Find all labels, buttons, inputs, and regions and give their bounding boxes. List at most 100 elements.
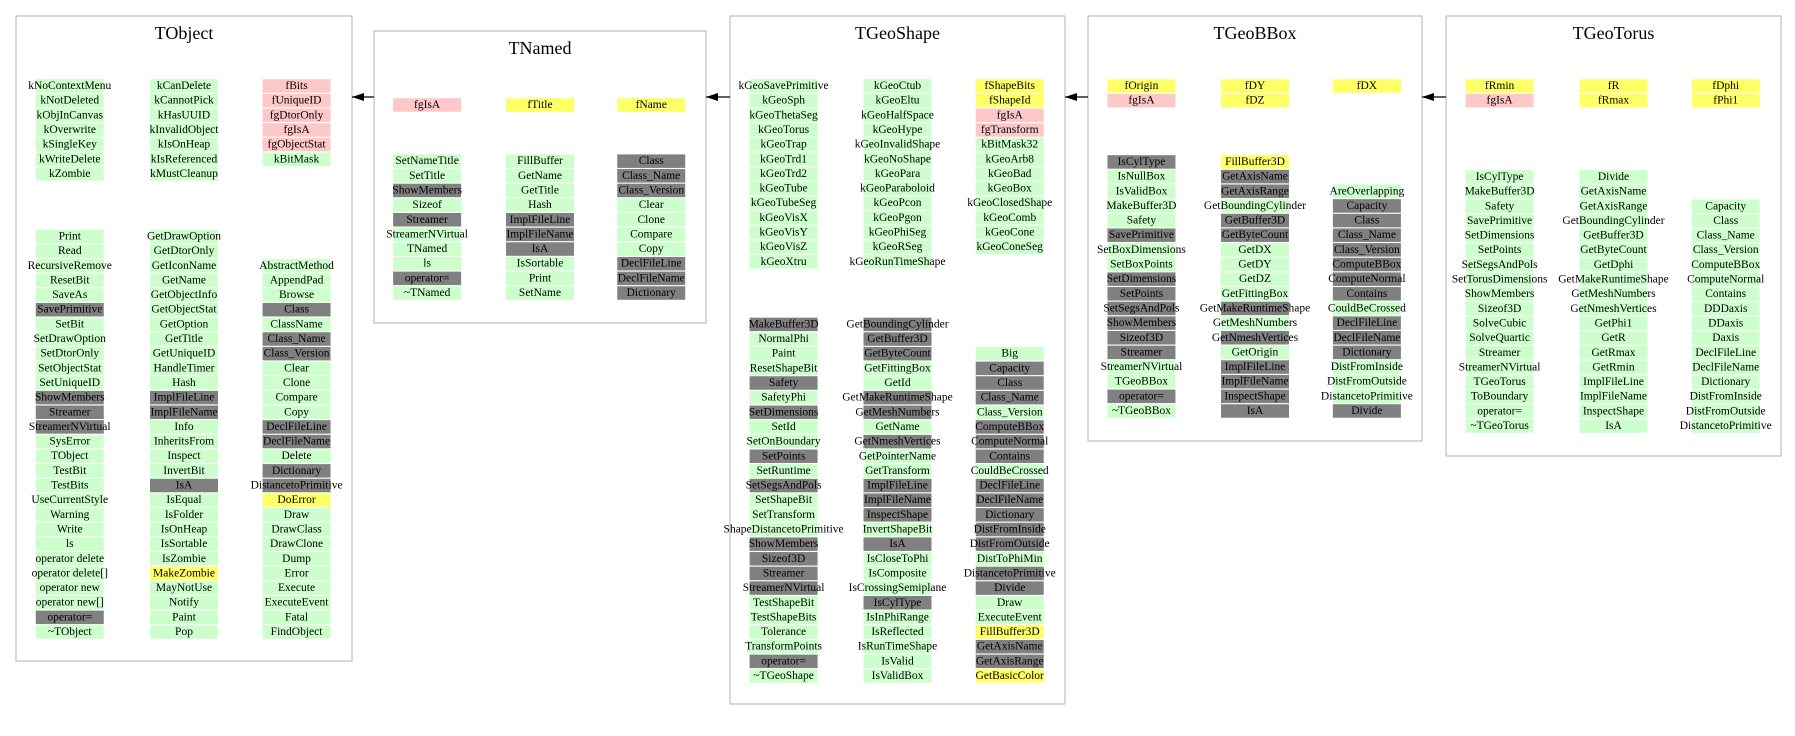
method: ImplFileLine <box>1583 376 1644 388</box>
method-bg <box>863 317 932 332</box>
member-bg <box>1465 93 1534 108</box>
member: fDphi <box>1712 80 1739 92</box>
method-bg <box>393 198 462 212</box>
method-bg <box>975 449 1044 463</box>
member-bg <box>1332 79 1401 93</box>
member-bg <box>863 255 932 269</box>
method-bg <box>262 420 331 434</box>
method-bg <box>863 390 932 405</box>
method: Notify <box>169 597 199 609</box>
member: kNotDeleted <box>40 95 99 107</box>
method-bg <box>393 256 462 271</box>
method: GetUniqueID <box>153 348 216 360</box>
method: Safety <box>1127 215 1157 227</box>
method-bg <box>749 639 818 654</box>
method: ShowMembers <box>392 184 462 196</box>
method-bg <box>1332 184 1401 198</box>
method-bg <box>1579 243 1648 257</box>
method-bg <box>150 244 218 258</box>
member: fgIsA <box>414 99 441 111</box>
method-bg <box>863 420 932 434</box>
method: SetBit <box>55 318 85 330</box>
method-bg <box>749 332 818 346</box>
member-bg <box>150 93 218 108</box>
method: Class_Name <box>1338 229 1396 241</box>
method: ComputeNormal <box>971 436 1048 448</box>
method-bg <box>1579 228 1648 243</box>
member: kGeoConeSeg <box>977 241 1044 253</box>
method: StreamerNVirtual <box>386 228 468 240</box>
method: Class_Version <box>1693 244 1759 256</box>
member-bg <box>150 108 218 123</box>
member: kGeoNoShape <box>864 153 931 165</box>
method-bg <box>749 596 818 610</box>
method: ShapeDistancetoPrimitive <box>724 524 844 536</box>
method-bg <box>1579 316 1648 331</box>
method-bg <box>150 302 218 317</box>
method: GetId <box>884 377 910 389</box>
method: GetByteCount <box>864 348 931 360</box>
method-bg <box>749 434 818 449</box>
method: ExecuteEvent <box>978 611 1043 623</box>
method-bg <box>975 405 1044 420</box>
member: fgDtorOnly <box>270 109 324 121</box>
method: GetRmax <box>1591 347 1635 359</box>
method: GetBuffer3D <box>1583 230 1643 242</box>
method: Tolerance <box>761 626 806 638</box>
method-bg <box>150 508 218 522</box>
method-bg <box>863 346 932 361</box>
method: GetDY <box>1238 259 1272 271</box>
method-bg <box>150 390 218 405</box>
method: IsCylType <box>1118 156 1166 168</box>
method-bg <box>1579 258 1648 272</box>
method: GetDZ <box>1239 273 1271 285</box>
method-bg <box>506 286 574 300</box>
method: IsValidBox <box>1116 185 1168 197</box>
method-bg <box>749 420 818 434</box>
method: Class_Version <box>1334 244 1400 256</box>
member-bg <box>150 137 218 152</box>
method-bg <box>393 227 462 242</box>
method: Class_Version <box>977 406 1043 418</box>
method-bg <box>150 361 218 376</box>
method: IsFolder <box>165 509 204 521</box>
method: GetMeshNumbers <box>1571 288 1656 300</box>
method-bg <box>262 508 331 522</box>
method: GetObjectInfo <box>151 289 218 301</box>
method-bg <box>393 169 462 183</box>
method-bg <box>1465 346 1534 360</box>
method-bg <box>617 286 686 300</box>
class-box: TGeoShape kGeoSavePrimitive kGeoSph kGeoThe… <box>724 15 1066 705</box>
method: Draw <box>284 509 310 521</box>
method: GetByteCount <box>1222 229 1289 241</box>
method-bg <box>1465 287 1534 301</box>
method-bg <box>1332 243 1401 257</box>
method-bg <box>1107 272 1176 286</box>
method: SetPoints <box>1120 288 1164 300</box>
member: kGeoVisX <box>759 212 808 224</box>
member-bg <box>1465 79 1534 93</box>
method-bg <box>1221 169 1289 184</box>
method-bg <box>1332 287 1401 301</box>
method-bg <box>150 420 218 434</box>
method: IsA <box>1247 405 1264 417</box>
method: ~TGeoTorus <box>1470 420 1529 432</box>
method-bg <box>35 346 104 361</box>
method: Copy <box>639 243 664 255</box>
method-bg <box>975 361 1044 376</box>
method-bg <box>262 595 331 610</box>
method-bg <box>1579 214 1648 228</box>
method: SetTitle <box>409 170 445 182</box>
member: kGeoTube <box>760 183 808 195</box>
member-bg <box>975 152 1044 166</box>
method-bg <box>1221 301 1289 316</box>
method-bg <box>1332 272 1401 286</box>
member-bg <box>1691 93 1760 108</box>
method-bg <box>749 566 818 581</box>
member: fDZ <box>1245 95 1264 107</box>
method: DrawClass <box>271 523 322 535</box>
member-bg <box>150 79 218 93</box>
member-bg <box>975 167 1044 181</box>
method-bg <box>1465 170 1534 184</box>
